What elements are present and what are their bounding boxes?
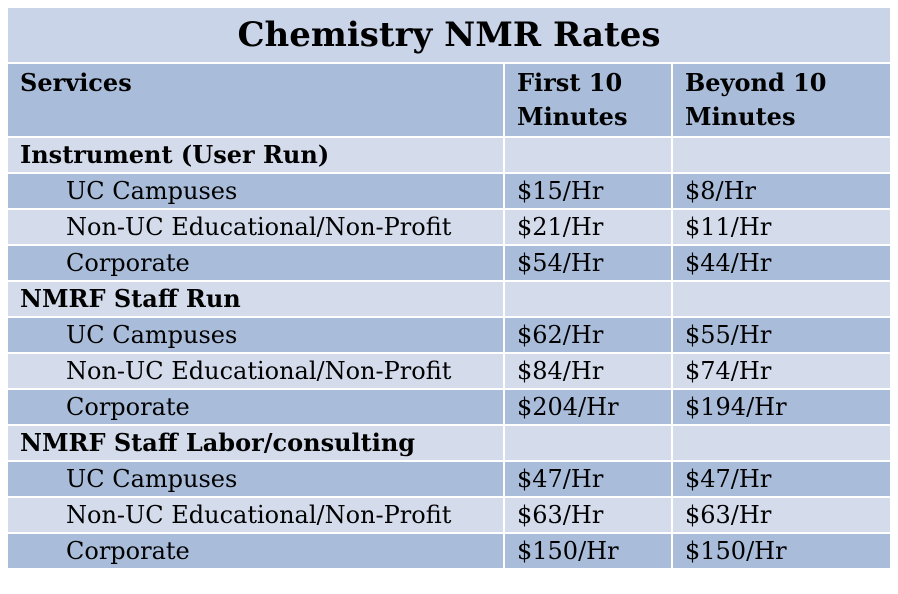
service-cell: Non-UC Educational/Non-Profit [6, 496, 505, 534]
header-services: Services [6, 62, 505, 138]
header-first-10: First 10 Minutes [503, 62, 673, 138]
empty-cell [503, 424, 673, 462]
service-cell: UC Campuses [6, 172, 505, 210]
empty-cell [503, 136, 673, 174]
first-10-cell: $63/Hr [503, 496, 673, 534]
empty-cell [671, 424, 892, 462]
header-beyond-10: Beyond 10 Minutes [671, 62, 892, 138]
first-10-cell: $15/Hr [503, 172, 673, 210]
service-cell: Corporate [6, 244, 505, 282]
beyond-10-cell: $74/Hr [671, 352, 892, 390]
beyond-10-cell: $44/Hr [671, 244, 892, 282]
table-row: Corporate $54/Hr $44/Hr [6, 244, 892, 282]
beyond-10-cell: $63/Hr [671, 496, 892, 534]
empty-cell [671, 136, 892, 174]
empty-cell [503, 280, 673, 318]
first-10-cell: $204/Hr [503, 388, 673, 426]
table-row: UC Campuses $47/Hr $47/Hr [6, 460, 892, 498]
header-beyond-10-line1: Beyond 10 [685, 68, 827, 97]
rates-table-container: Chemistry NMR Rates Services First 10 Min… [6, 6, 892, 570]
table-row: UC Campuses $62/Hr $55/Hr [6, 316, 892, 354]
table-row: Non-UC Educational/Non-Profit $63/Hr $63… [6, 496, 892, 534]
service-cell: Corporate [6, 388, 505, 426]
header-row: Services First 10 Minutes Beyond 10 Minute… [6, 62, 892, 138]
first-10-cell: $150/Hr [503, 532, 673, 570]
beyond-10-cell: $11/Hr [671, 208, 892, 246]
table-row: Corporate $150/Hr $150/Hr [6, 532, 892, 570]
group-label: NMRF Staff Run [6, 280, 505, 318]
header-first-10-line1: First 10 [517, 68, 623, 97]
table-row: Non-UC Educational/Non-Profit $21/Hr $11… [6, 208, 892, 246]
beyond-10-cell: $150/Hr [671, 532, 892, 570]
first-10-cell: $21/Hr [503, 208, 673, 246]
title-row: Chemistry NMR Rates [6, 6, 892, 64]
beyond-10-cell: $194/Hr [671, 388, 892, 426]
table-row: UC Campuses $15/Hr $8/Hr [6, 172, 892, 210]
group-label: Instrument (User Run) [6, 136, 505, 174]
beyond-10-cell: $8/Hr [671, 172, 892, 210]
group-row-staff-run: NMRF Staff Run [6, 280, 892, 318]
empty-cell [671, 280, 892, 318]
service-cell: Non-UC Educational/Non-Profit [6, 352, 505, 390]
group-row-instrument: Instrument (User Run) [6, 136, 892, 174]
first-10-cell: $47/Hr [503, 460, 673, 498]
table-title: Chemistry NMR Rates [6, 6, 892, 64]
beyond-10-cell: $55/Hr [671, 316, 892, 354]
table-row: Corporate $204/Hr $194/Hr [6, 388, 892, 426]
service-cell: UC Campuses [6, 316, 505, 354]
group-label: NMRF Staff Labor/consulting [6, 424, 505, 462]
first-10-cell: $54/Hr [503, 244, 673, 282]
header-beyond-10-line2: Minutes [685, 102, 796, 131]
beyond-10-cell: $47/Hr [671, 460, 892, 498]
service-cell: UC Campuses [6, 460, 505, 498]
table-row: Non-UC Educational/Non-Profit $84/Hr $74… [6, 352, 892, 390]
rates-table: Chemistry NMR Rates Services First 10 Min… [6, 6, 892, 570]
service-cell: Corporate [6, 532, 505, 570]
header-first-10-line2: Minutes [517, 102, 628, 131]
first-10-cell: $62/Hr [503, 316, 673, 354]
first-10-cell: $84/Hr [503, 352, 673, 390]
service-cell: Non-UC Educational/Non-Profit [6, 208, 505, 246]
group-row-staff-labor: NMRF Staff Labor/consulting [6, 424, 892, 462]
